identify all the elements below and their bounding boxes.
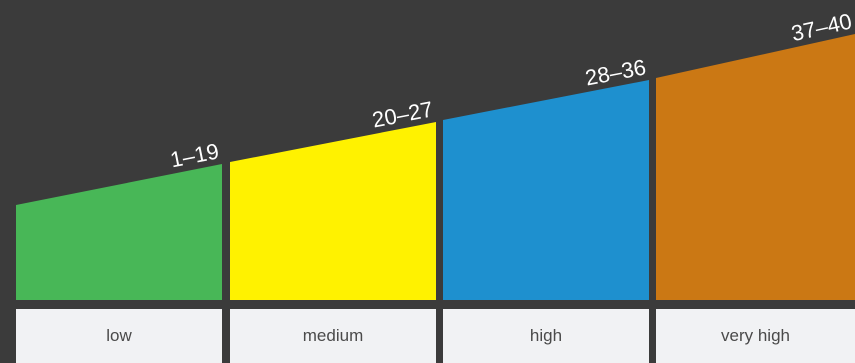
level-box-medium: medium [230,309,436,363]
level-label-low: low [106,326,132,345]
ramp-segment-very-high [656,34,855,300]
level-label-high: high [529,326,563,345]
level-box-very-high: very high [656,309,855,363]
ramp-segment-low [16,164,222,300]
level-box-high: high [443,309,649,363]
level-box-low: low [16,309,222,363]
ramp-segment-high [443,80,649,300]
ramp-segment-medium [230,122,436,300]
level-label-medium: medium [302,326,364,345]
level-label-very-high: very high [721,326,790,345]
